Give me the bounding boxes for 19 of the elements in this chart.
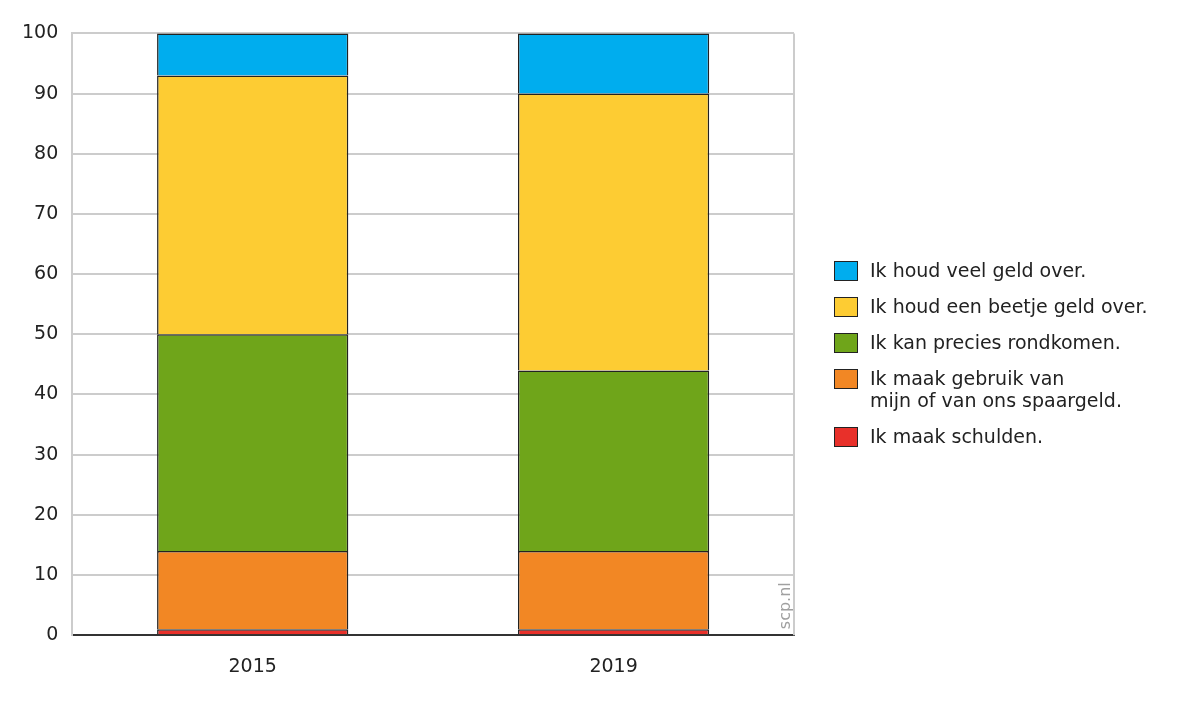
- y-tick-label: 80: [34, 140, 59, 163]
- annotation: scp.nl: [775, 582, 795, 630]
- y-tick-label: 50: [34, 321, 59, 344]
- y-tick-label: 100: [22, 20, 59, 43]
- y-tick-label: 40: [34, 381, 59, 404]
- y-tick-label: 10: [34, 561, 59, 584]
- y-tick-label: 60: [34, 261, 59, 284]
- legend-label: Ik houd veel geld over.: [870, 259, 1087, 281]
- y-tick-label: 20: [34, 501, 59, 524]
- legend-label: Ik maak gebruik van mijn of van ons spaargeld.: [870, 367, 1122, 411]
- legend-label: Ik houd een beetje geld over.: [870, 295, 1148, 317]
- x-tick-label: 2019: [589, 653, 638, 676]
- y-tick-label: 90: [34, 80, 59, 103]
- y-tick-label: 30: [34, 441, 59, 464]
- legend-label: Ik maak schulden.: [870, 425, 1044, 447]
- y-tick-label: 0: [46, 622, 59, 645]
- y-tick-label: 70: [34, 200, 59, 223]
- legend-label: Ik kan precies rondkomen.: [870, 331, 1121, 353]
- x-tick-label: 2015: [228, 653, 277, 676]
